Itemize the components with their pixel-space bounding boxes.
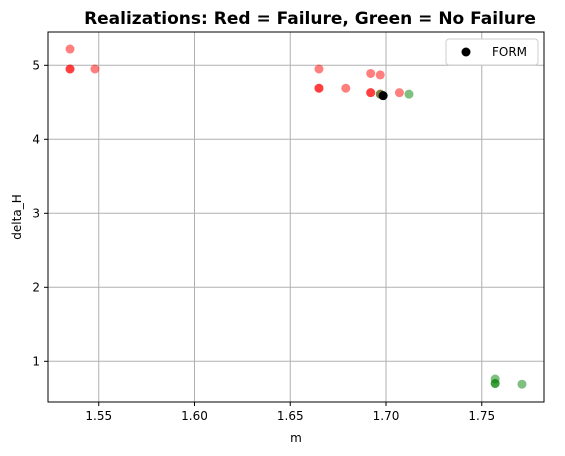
failure-point xyxy=(90,64,100,74)
data-points xyxy=(65,44,527,389)
y-tick-label: 3 xyxy=(32,206,40,220)
legend-label-form: FORM xyxy=(492,45,527,59)
plot-area-frame xyxy=(47,31,545,403)
grid-lines xyxy=(48,32,544,402)
no-failure-point xyxy=(490,379,500,388)
y-tick-label: 1 xyxy=(32,354,40,368)
x-tick-label: 1.70 xyxy=(373,409,400,423)
form-point xyxy=(378,91,388,101)
no-failure-point xyxy=(517,379,527,389)
failure-point xyxy=(366,68,376,78)
chart-title: Realizations: Red = Failure, Green = No … xyxy=(84,9,536,29)
x-tick-label: 1.55 xyxy=(85,409,112,423)
x-tick-label: 1.75 xyxy=(468,409,495,423)
failure-point xyxy=(394,88,404,98)
failure-point xyxy=(366,88,376,98)
y-tick-label: 2 xyxy=(32,280,40,294)
failure-point xyxy=(65,64,75,74)
failure-point xyxy=(314,64,324,74)
x-tick-label: 1.60 xyxy=(181,409,208,423)
no-failure-point xyxy=(404,89,414,99)
x-axis-label: m xyxy=(290,431,302,445)
y-tick-label: 5 xyxy=(32,58,40,72)
failure-point xyxy=(314,83,324,93)
x-tick-label: 1.65 xyxy=(277,409,304,423)
y-tick-label: 4 xyxy=(32,132,40,146)
axis-ticks: 1.55 1.60 1.65 1.70 1.75 1 2 3 4 5 xyxy=(32,58,495,423)
failure-point xyxy=(65,44,75,54)
failure-point xyxy=(375,70,385,80)
legend-marker-form xyxy=(461,47,471,57)
legend-box xyxy=(445,38,539,66)
y-axis-label: delta_H xyxy=(10,194,24,239)
legend: FORM xyxy=(445,38,539,66)
failure-point xyxy=(341,83,351,93)
